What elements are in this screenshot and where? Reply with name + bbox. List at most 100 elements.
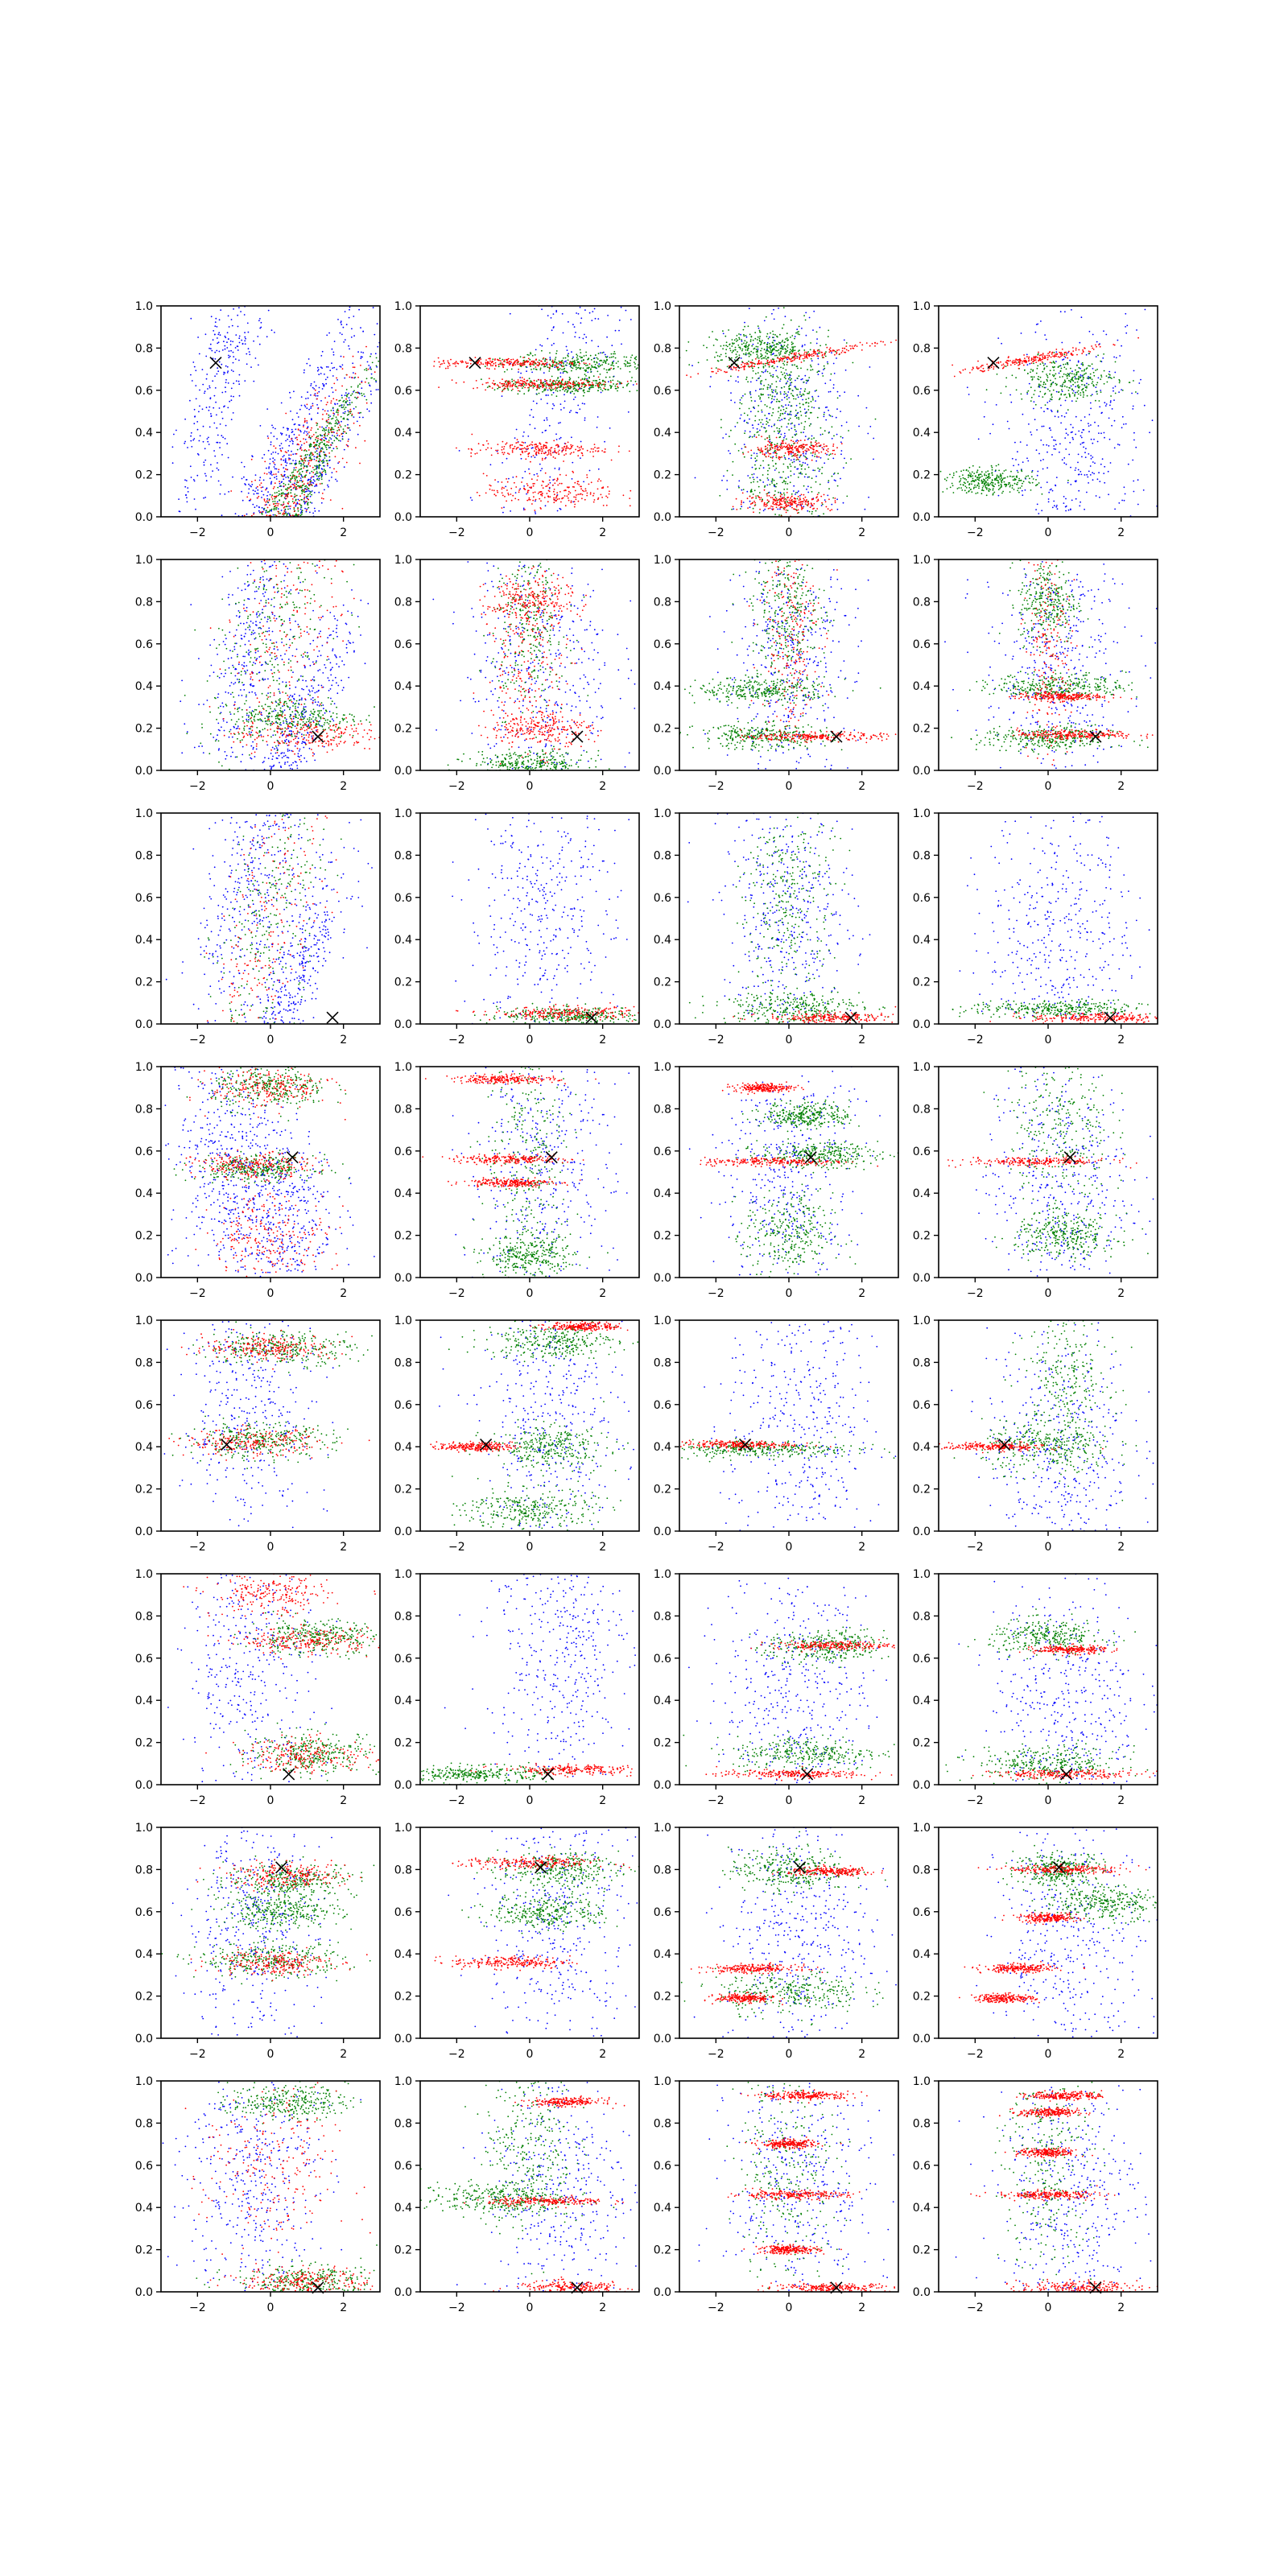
red-sample-point	[766, 437, 768, 440]
red-sample-point	[518, 489, 520, 491]
blue-sample-point	[585, 336, 588, 338]
red-sample-point	[468, 448, 470, 450]
blue-sample-point	[836, 408, 838, 411]
red-sample-point	[294, 502, 295, 503]
green-sample-point	[797, 350, 799, 353]
green-sample-point	[758, 405, 760, 407]
red-sample-point	[512, 358, 514, 361]
blue-sample-point	[287, 450, 290, 452]
green-sample-point	[818, 492, 819, 493]
blue-sample-point	[340, 321, 342, 324]
green-sample-point	[810, 369, 812, 371]
red-sample-point	[590, 448, 592, 450]
green-sample-point	[583, 359, 584, 361]
green-sample-point	[743, 412, 745, 415]
green-sample-point	[808, 425, 811, 427]
red-sample-point	[575, 498, 577, 501]
blue-sample-point	[320, 502, 323, 504]
green-sample-point	[778, 491, 779, 493]
blue-sample-point	[222, 436, 224, 439]
red-sample-point	[562, 365, 564, 367]
green-sample-point	[742, 328, 745, 331]
red-sample-point	[629, 497, 631, 499]
green-sample-point	[751, 436, 753, 438]
red-sample-point	[535, 366, 537, 368]
green-sample-point	[630, 380, 632, 382]
red-sample-point	[514, 497, 517, 500]
blue-sample-point	[303, 502, 306, 505]
red-sample-point	[770, 361, 773, 362]
blue-sample-point	[580, 322, 582, 324]
blue-sample-point	[291, 431, 293, 433]
blue-sample-point	[793, 460, 795, 463]
blue-sample-point	[740, 333, 741, 336]
green-sample-point	[576, 384, 577, 386]
green-sample-point	[566, 391, 568, 394]
red-sample-point	[357, 391, 358, 394]
blue-sample-point	[288, 454, 290, 456]
blue-sample-point	[309, 478, 312, 481]
red-sample-point	[579, 386, 581, 389]
green-sample-point	[294, 496, 295, 498]
blue-sample-point	[232, 370, 234, 373]
red-sample-point	[528, 444, 530, 447]
red-sample-point	[470, 448, 473, 450]
green-sample-point	[745, 346, 747, 348]
blue-sample-point	[261, 506, 263, 509]
blue-sample-point	[304, 507, 306, 510]
red-sample-point	[522, 444, 523, 447]
red-sample-point	[752, 362, 753, 365]
blue-sample-point	[238, 374, 241, 376]
green-sample-point	[760, 388, 762, 390]
green-sample-point	[554, 360, 556, 362]
green-sample-point	[568, 387, 570, 390]
red-sample-point	[480, 358, 482, 360]
blue-sample-point	[197, 336, 200, 338]
red-sample-point	[564, 383, 566, 386]
blue-sample-point	[840, 411, 841, 412]
red-sample-point	[364, 381, 366, 383]
green-sample-point	[794, 428, 796, 431]
red-sample-point	[338, 421, 340, 423]
blue-sample-point	[291, 443, 294, 445]
green-sample-point	[549, 380, 551, 382]
green-sample-point	[786, 332, 788, 335]
red-sample-point	[486, 363, 489, 365]
green-sample-point	[599, 374, 601, 375]
green-sample-point	[755, 373, 757, 375]
red-sample-point	[572, 386, 574, 388]
red-sample-point	[510, 444, 512, 446]
green-sample-point	[591, 365, 592, 366]
green-sample-point	[291, 472, 293, 474]
blue-sample-point	[306, 508, 308, 510]
blue-sample-point	[572, 398, 575, 400]
green-sample-point	[507, 380, 510, 382]
red-sample-point	[711, 367, 712, 369]
blue-sample-point	[336, 379, 338, 381]
red-sample-point	[315, 448, 317, 450]
green-sample-point	[323, 439, 325, 441]
blue-sample-point	[197, 454, 200, 456]
blue-sample-point	[265, 512, 267, 514]
blue-sample-point	[186, 501, 188, 503]
blue-sample-point	[512, 477, 514, 478]
green-sample-point	[588, 376, 590, 378]
green-sample-point	[816, 416, 819, 419]
red-sample-point	[549, 378, 551, 381]
green-sample-point	[310, 436, 312, 439]
blue-sample-point	[257, 493, 259, 494]
green-sample-point	[791, 335, 794, 336]
red-sample-point	[523, 487, 525, 489]
blue-sample-point	[202, 425, 204, 427]
blue-sample-point	[213, 422, 216, 424]
blue-sample-point	[831, 503, 833, 506]
red-sample-point	[464, 361, 467, 363]
red-sample-point	[309, 465, 312, 467]
red-sample-point	[324, 410, 326, 412]
red-sample-point	[818, 452, 820, 454]
green-sample-point	[365, 368, 367, 369]
red-sample-point	[306, 427, 308, 430]
blue-sample-point	[752, 424, 753, 426]
red-sample-point	[555, 480, 558, 482]
red-sample-point	[534, 444, 536, 446]
